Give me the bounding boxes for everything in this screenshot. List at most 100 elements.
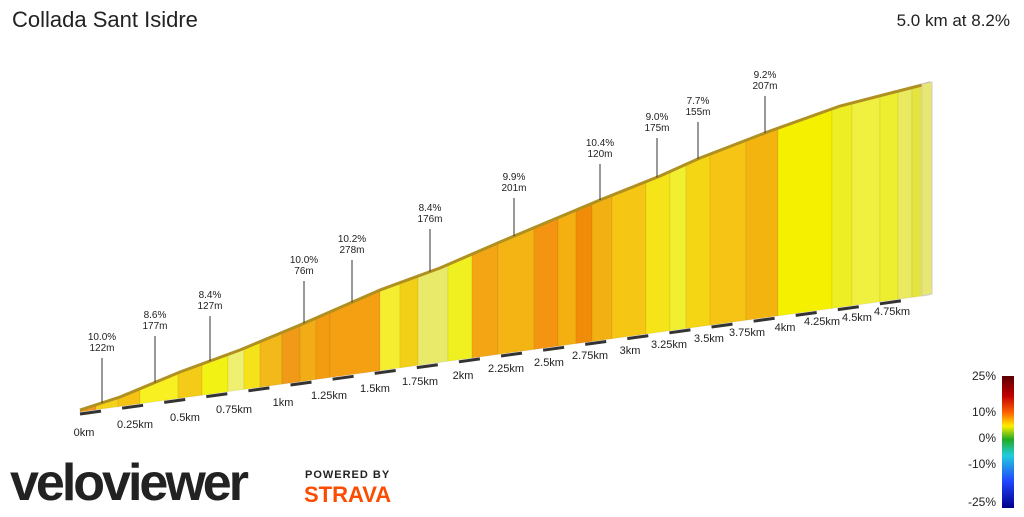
profile-segment (669, 163, 687, 332)
distance-label: 0km (74, 427, 95, 439)
distance-tick (332, 374, 354, 381)
distance-label: 4.25km (804, 316, 840, 328)
annotation-length: 177m (142, 321, 167, 332)
profile-segment (139, 372, 179, 405)
profile-segment (645, 170, 671, 335)
profile-segment (447, 253, 473, 362)
profile-segment (281, 324, 301, 385)
annotation-grade: 9.2% (754, 70, 777, 81)
distance-label: 3.75km (729, 327, 765, 339)
profile-ridge (79, 81, 931, 412)
profile-segment (315, 311, 331, 381)
distance-tick (711, 322, 733, 329)
title: Collada Sant Isidre (12, 7, 198, 32)
distance-tick (500, 351, 523, 358)
distance-label: 2.25km (488, 363, 524, 375)
distance-label: 0.5km (170, 412, 200, 424)
annotation-grade: 7.7% (687, 96, 710, 107)
distance-tick (206, 392, 228, 399)
powered-by: POWERED BY (305, 469, 390, 481)
distance-tick (374, 369, 396, 375)
legend-label: 10% (972, 405, 996, 419)
distance-label: 3km (620, 345, 641, 357)
distance-label: 4km (775, 322, 796, 334)
profile (79, 81, 933, 416)
distance-label: 2.75km (572, 350, 608, 362)
profile-segment (417, 263, 449, 367)
distance-label: 2km (453, 370, 474, 382)
distance-label: 4.75km (874, 306, 910, 318)
distance-tick (416, 363, 439, 370)
distance-tick (542, 345, 565, 352)
profile-segment (299, 317, 317, 383)
profile-end (921, 81, 933, 297)
annotation-grade: 8.6% (144, 310, 167, 321)
profile-segment (329, 289, 381, 379)
profile-segment (591, 194, 613, 343)
distance-tick (669, 328, 691, 335)
distance-label: 1km (273, 397, 294, 409)
distance-label: 3.25km (651, 339, 687, 351)
annotation-grade: 8.4% (199, 290, 222, 301)
legend-label: 0% (979, 431, 997, 445)
distance-tick (879, 299, 902, 306)
distance-tick (795, 311, 817, 317)
profile-segment (533, 216, 559, 351)
legend-label: -25% (968, 495, 996, 509)
partner: STRAVA (304, 482, 391, 507)
annotation-length: 120m (587, 149, 612, 160)
distance-tick (248, 386, 270, 393)
annotation-grade: 9.9% (503, 172, 526, 183)
annotation-grade: 8.4% (419, 203, 442, 214)
annotation-length: 278m (339, 245, 364, 256)
distance-label: 4.5km (842, 312, 872, 324)
annotation-grade: 10.0% (88, 332, 116, 343)
annotation-length: 201m (501, 183, 526, 194)
legend-label: -10% (968, 457, 996, 471)
annotation-grade: 10.4% (586, 138, 614, 149)
profile-segment (745, 127, 779, 321)
profile-segment (575, 202, 593, 345)
distance-tick (753, 316, 775, 323)
profile-segment (379, 281, 401, 372)
annotation-length: 176m (417, 214, 442, 225)
distance-tick (837, 305, 860, 312)
distance-tick (163, 398, 186, 404)
summary: 5.0 km at 8.2% (897, 11, 1010, 30)
distance-tick (627, 334, 649, 341)
profile-segment (709, 139, 747, 326)
distance-label: 1.75km (402, 376, 438, 388)
annotation-length: 207m (752, 81, 777, 92)
distance-label: 1.25km (311, 390, 347, 402)
legend-bar (1002, 376, 1014, 508)
profile-segment (557, 209, 577, 347)
distance-label: 1.5km (360, 383, 390, 395)
distance-label: 0.75km (216, 404, 252, 416)
annotation-grade: 10.0% (290, 255, 318, 266)
profile-segment (611, 180, 647, 340)
annotation-length: 76m (294, 266, 313, 277)
distance-label: 3.5km (694, 333, 724, 345)
annotation-length: 122m (89, 343, 114, 354)
profile-segment (497, 226, 535, 355)
profile-segment (777, 108, 833, 317)
distance-tick (584, 340, 607, 346)
distance-label: 2.5km (534, 357, 564, 369)
annotation-length: 127m (197, 301, 222, 312)
annotation-length: 175m (644, 123, 669, 134)
profile-segment (399, 275, 419, 369)
annotation-grade: 9.0% (646, 112, 669, 123)
profile-segment (897, 86, 913, 300)
profile-segment (685, 153, 711, 330)
legend-label: 25% (972, 369, 996, 383)
logo: veloviewer (10, 454, 249, 512)
profile-segment (831, 102, 853, 309)
annotation-length: 155m (685, 107, 710, 118)
distance-tick (290, 380, 312, 387)
distance-tick (458, 357, 481, 364)
profile-segment (471, 242, 499, 359)
profile-segment (851, 95, 881, 307)
profile-segment (879, 90, 899, 303)
